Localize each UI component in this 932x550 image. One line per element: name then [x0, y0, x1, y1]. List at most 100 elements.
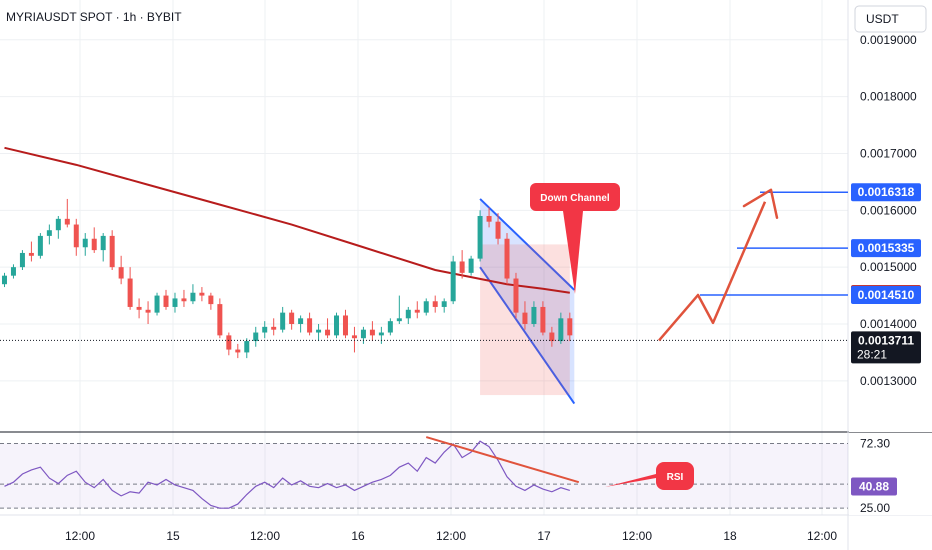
candle-body: [217, 304, 223, 336]
candle-body: [342, 315, 348, 336]
candle-body: [208, 295, 214, 305]
rsi-line: [4, 440, 570, 509]
candle-body: [468, 258, 474, 273]
candle-body: [181, 298, 187, 302]
currency-button-frame: [854, 5, 927, 33]
candle-body: [513, 278, 519, 313]
channel-upper-line: [479, 198, 576, 291]
candle-body: [172, 298, 178, 307]
channel-lower-line: [479, 266, 576, 405]
candle-body: [199, 292, 205, 296]
price-axis[interactable]: 0.0019000 0.0018000 0.0017000 0.0016000 0.00…: [849, 0, 932, 432]
time-tick-label: 12:00: [436, 529, 466, 543]
candle-body: [145, 309, 151, 313]
candle-body: [334, 315, 340, 336]
candle-body: [298, 318, 304, 324]
candle-body: [441, 301, 447, 307]
candle-body: [91, 238, 97, 251]
rsi-tick-label: 72.30: [860, 437, 890, 451]
candle-body: [316, 329, 322, 333]
price-tag-label: 0.0015335: [858, 241, 915, 255]
currency-button[interactable]: USDT: [854, 5, 927, 33]
down-channel-pointer: [563, 211, 583, 294]
projection-path: [658, 201, 767, 342]
candle-body: [378, 332, 384, 336]
down-channel-label: Down Channel: [540, 193, 610, 204]
candle-body: [549, 332, 555, 342]
down-channel-drawing[interactable]: [479, 198, 576, 405]
candle-body: [486, 216, 492, 222]
price-tag-label: 0.0016318: [858, 185, 915, 199]
moving-average-line: [4, 146, 570, 294]
candle-body: [10, 267, 16, 276]
candle-body: [64, 218, 70, 225]
rsi-indicator: [4, 436, 580, 509]
candle-body: [280, 312, 286, 330]
candle-body: [325, 329, 331, 336]
current-price-label: 0.0013711: [858, 333, 914, 347]
candle-body: [495, 221, 501, 239]
candle-body: [235, 349, 241, 353]
candle-body: [531, 306, 537, 324]
candle-body: [109, 235, 115, 268]
candle-body: [450, 261, 456, 302]
projection-arrowhead: [742, 188, 779, 219]
rsi-current-tag: [851, 477, 897, 496]
rsi-trend-line: [425, 436, 580, 484]
rsi-axis-bg: [849, 433, 932, 515]
channel-fill: [480, 198, 575, 404]
time-tick-label: 15: [166, 529, 180, 543]
price-tag: [851, 183, 921, 202]
candle-body: [307, 318, 313, 333]
candle-body: [46, 230, 52, 236]
annotations[interactable]: Down Channel RSI: [530, 183, 694, 490]
candle-body: [55, 218, 61, 231]
price-tag: [851, 286, 921, 305]
price-tick-label: 0.0015000: [860, 260, 917, 274]
candle-body: [226, 335, 232, 350]
rsi-callout-label: RSI: [667, 472, 684, 483]
candle-body: [82, 238, 88, 248]
candle-body: [477, 216, 483, 259]
candle-body: [567, 318, 573, 336]
projection-arrow[interactable]: [658, 188, 779, 342]
candle-body: [163, 295, 169, 307]
candle-body: [73, 224, 79, 248]
time-tick-label: 16: [351, 529, 365, 543]
moving-average: [4, 146, 570, 294]
candle-body: [351, 335, 357, 339]
candle-body: [522, 312, 528, 324]
candle-body: [432, 301, 438, 307]
price-tick-label: 0.0019000: [860, 33, 917, 47]
time-tick-label: 12:00: [250, 529, 280, 543]
candle-body: [414, 309, 420, 313]
candle-body: [289, 312, 295, 324]
currency-button-label: USDT: [866, 12, 899, 26]
candle-body: [154, 295, 160, 313]
symbol-title: MYRIAUSDT SPOT · 1h · BYBIT: [6, 10, 182, 24]
rsi-callout: [656, 462, 694, 490]
candle-body: [387, 321, 393, 333]
candle-body: [1, 275, 7, 285]
candle-body: [37, 235, 43, 256]
countdown-label: 28:21: [857, 347, 887, 361]
rsi-tick-label: 25.00: [860, 501, 890, 515]
candle-body: [118, 267, 124, 279]
time-axis[interactable]: 12:00 15 12:00 16 12:00 17 12:00 18 12:00: [65, 529, 837, 543]
price-tag: [851, 239, 921, 258]
price-tick-label: 0.0018000: [860, 90, 917, 104]
candle-body: [271, 326, 277, 330]
price-tick-label: 0.0013000: [860, 374, 917, 388]
candle-body: [504, 238, 510, 279]
candle-body: [405, 309, 411, 319]
price-tick-label: 0.0016000: [860, 203, 917, 217]
rsi-band-fill: [0, 443, 848, 509]
candle-body: [423, 301, 429, 313]
candle-body: [558, 318, 564, 342]
time-tick-label: 17: [537, 529, 551, 543]
time-tick-label: 18: [723, 529, 737, 543]
down-channel-callout: [530, 183, 620, 211]
rsi-pointer: [605, 474, 656, 487]
